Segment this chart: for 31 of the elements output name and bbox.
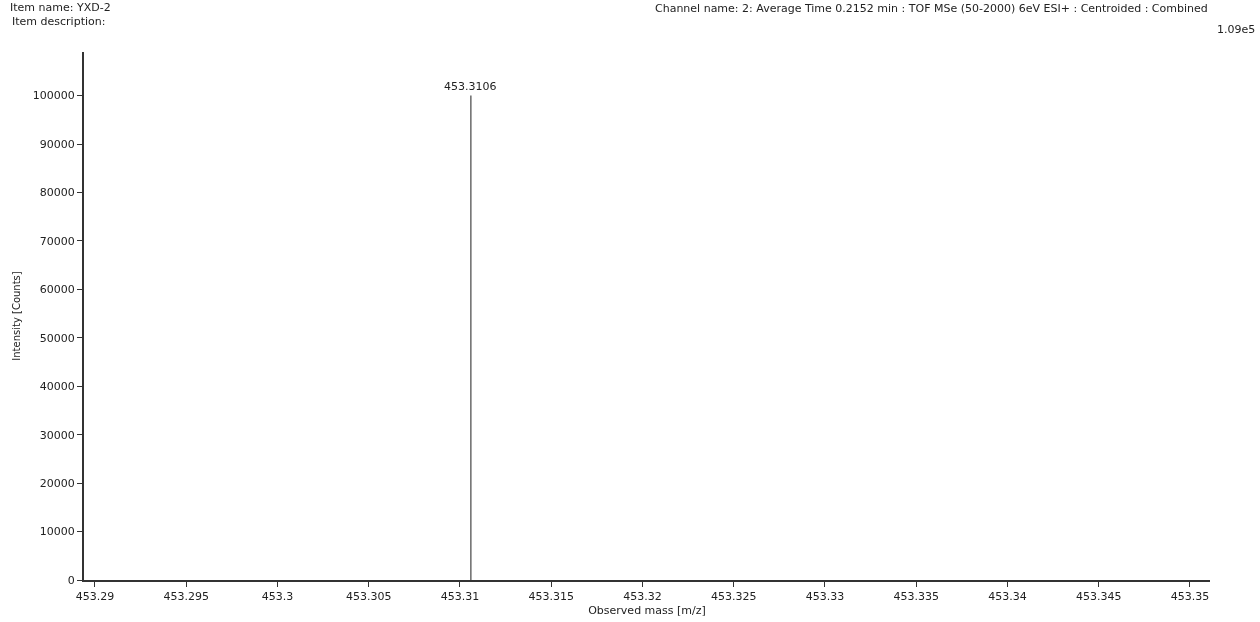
x-tick-label: 453.29	[75, 590, 115, 604]
x-tick-label: 453.31	[440, 590, 480, 604]
text: Channel name: 2: Average Time 0.2152 min : TOF MSe (50-2000) 6eV ESI+ : Centroided : Combined	[655, 2, 1208, 15]
y-tick-label: 80000	[39, 186, 75, 200]
x-axis-title: Observed mass [m/z]	[588, 603, 706, 617]
y-tick-label: 50000	[39, 331, 75, 345]
chart-title: Item name: YXD-2	[10, 0, 111, 14]
y-tick-label: 70000	[39, 234, 75, 248]
x-tick-label: 453.345	[1075, 590, 1122, 604]
y-tick-label: 0	[67, 573, 75, 587]
x-tick-label: 453.315	[528, 590, 574, 604]
x-tick-label: 453.3	[261, 590, 294, 604]
y-tick-label: 20000	[39, 476, 75, 490]
y-axis-title: Intensity [Counts]	[11, 271, 23, 361]
x-tick-label: 453.34	[988, 590, 1027, 604]
x-tick-label: 453.335	[893, 590, 939, 604]
x-tick-label: 453.305	[345, 590, 392, 604]
text: 1.09e5	[1217, 23, 1256, 36]
y-tick-label: 40000	[39, 380, 75, 394]
chart-subtitle: Item description:	[12, 15, 106, 28]
y-tick-label: 100000	[32, 89, 75, 103]
y-tick-label: 90000	[39, 137, 75, 151]
x-tick-label: 453.295	[163, 590, 209, 604]
y-tick-label: 30000	[39, 428, 75, 442]
x-tick-label: 453.325	[710, 590, 757, 604]
x-tick-label: 453.32	[623, 590, 662, 604]
y-tick-label: 60000	[39, 283, 75, 297]
x-tick-label: 453.33	[805, 590, 845, 604]
annotation: 453.3106	[444, 80, 497, 93]
y-tick-label: 10000	[39, 525, 75, 539]
x-tick-label: 453.35	[1170, 590, 1210, 604]
